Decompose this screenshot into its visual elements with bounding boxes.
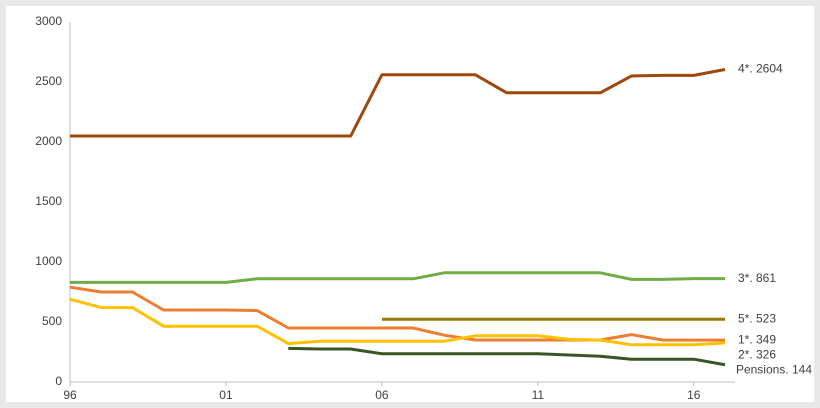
x-tick-label: 01 xyxy=(219,388,233,402)
chart-panel xyxy=(6,6,814,402)
series-end-label: Pensions. 144 xyxy=(736,362,812,376)
x-tick-label: 96 xyxy=(63,388,77,402)
series-end-label: 5*. 523 xyxy=(738,311,776,325)
y-tick-label: 2000 xyxy=(35,134,62,148)
y-tick-label: 0 xyxy=(55,374,62,388)
series-line xyxy=(288,346,726,367)
y-tick-label: 500 xyxy=(42,314,62,328)
series-line xyxy=(69,285,725,342)
series-line xyxy=(69,297,726,347)
y-tick-label: 1000 xyxy=(35,254,62,268)
y-tick-label: 1500 xyxy=(35,194,62,208)
series-end-label: 4*. 2604 xyxy=(738,62,783,76)
series-end-label: 3*. 861 xyxy=(738,271,776,285)
series-end-label: 2*. 326 xyxy=(738,347,776,361)
series-line xyxy=(70,271,725,284)
x-tick-label: 11 xyxy=(532,388,545,402)
series-line xyxy=(70,68,726,138)
y-tick-label: 2500 xyxy=(35,74,62,88)
x-tick-label: 06 xyxy=(375,388,389,402)
series-end-label: 1*. 349 xyxy=(738,332,776,346)
x-tick-label: 16 xyxy=(687,388,701,402)
y-tick-label: 3000 xyxy=(35,14,62,28)
